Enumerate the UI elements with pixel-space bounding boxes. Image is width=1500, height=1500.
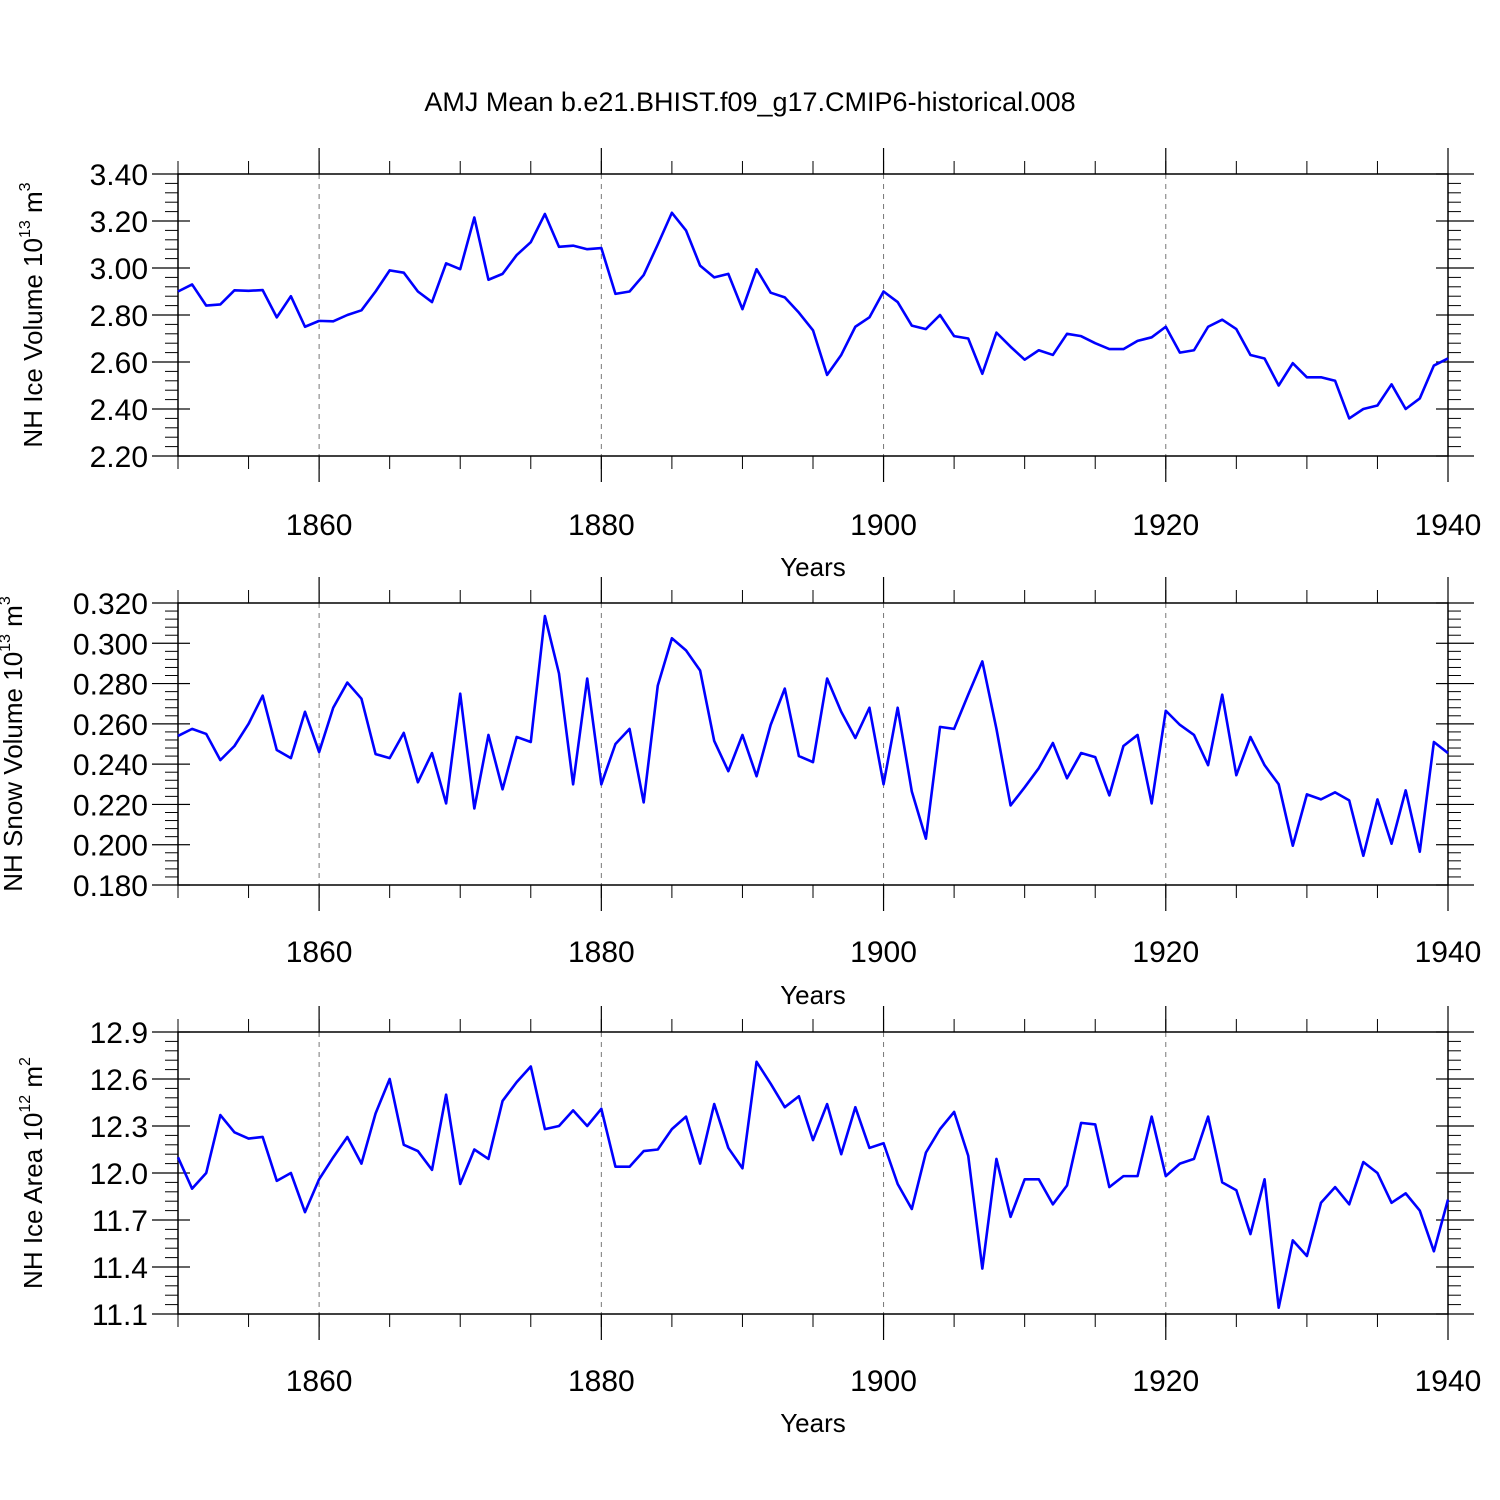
plot-frame — [177, 173, 1449, 457]
x-tick-label: 1940 — [1415, 936, 1482, 969]
x-tick-label: 1860 — [286, 936, 353, 969]
plot-frame — [177, 1031, 1449, 1315]
y-tick-label: 3.00 — [90, 253, 148, 286]
x-axis-label: Years — [780, 552, 846, 582]
y-tick-label: 12.0 — [90, 1158, 148, 1191]
y-tick-label: 0.240 — [73, 749, 148, 782]
x-tick-label: 1860 — [286, 1365, 353, 1398]
x-tick-label: 1940 — [1415, 509, 1482, 542]
x-axis-label: Years — [780, 1408, 846, 1438]
y-tick-label: 0.280 — [73, 669, 148, 702]
y-axis-label: NH Ice Area 1012 m2 — [17, 1057, 48, 1289]
y-tick-label: 12.9 — [90, 1017, 148, 1050]
y-tick-label: 2.80 — [90, 300, 148, 333]
y-tick-label: 2.40 — [90, 394, 148, 427]
chart-panel-3: 11.1 11.4 11.7 12.0 12.3 12.6 12.9 1860 1880 1900… — [17, 1006, 1481, 1438]
chart-panels: 2.20 2.40 2.60 2.80 3.00 3.20 3.40 1860 1880 1900… — [0, 148, 1481, 1438]
x-tick-label: 1940 — [1415, 1365, 1482, 1398]
y-tick-label: 12.6 — [90, 1064, 148, 1097]
data-series-line — [177, 211, 1449, 420]
x-axis-label: Years — [780, 980, 846, 1010]
x-tick-label: 1900 — [850, 936, 917, 969]
x-tick-label: 1880 — [568, 936, 635, 969]
data-series-line — [177, 614, 1449, 858]
y-axis-label: NH Snow Volume 1013 m3 — [0, 596, 28, 892]
y-tick-label: 0.180 — [73, 870, 148, 903]
y-tick-label: 11.7 — [92, 1205, 148, 1238]
data-series-line — [176, 1060, 1450, 1310]
y-tick-label: 2.60 — [90, 347, 148, 380]
chart-panel-2: 0.180 0.200 0.220 0.240 0.260 0.280 0.300 0.320… — [0, 577, 1481, 1010]
plot-frame — [177, 602, 1449, 886]
y-tick-label: 0.220 — [73, 789, 148, 822]
x-tick-label: 1880 — [568, 509, 635, 542]
chart-panel-1: 2.20 2.40 2.60 2.80 3.00 3.20 3.40 1860 1880 1900… — [17, 148, 1481, 582]
y-tick-label: 3.40 — [90, 159, 148, 192]
y-tick-label: 11.4 — [92, 1252, 148, 1285]
x-tick-label: 1900 — [850, 509, 917, 542]
y-tick-label: 12.3 — [90, 1111, 148, 1144]
y-tick-label: 0.300 — [73, 628, 148, 661]
y-tick-label: 2.20 — [90, 441, 148, 474]
x-tick-label: 1920 — [1132, 509, 1199, 542]
x-tick-label: 1860 — [286, 509, 353, 542]
x-tick-label: 1920 — [1132, 1365, 1199, 1398]
y-axis-label: NH Ice Volume 1013 m3 — [17, 182, 48, 447]
x-tick-label: 1920 — [1132, 936, 1199, 969]
x-tick-label: 1900 — [850, 1365, 917, 1398]
y-tick-label: 3.20 — [90, 206, 148, 239]
y-tick-label: 0.320 — [73, 588, 148, 621]
y-tick-label: 0.200 — [73, 830, 148, 863]
chart-title: AMJ Mean b.e21.BHIST.f09_g17.CMIP6-histo… — [424, 87, 1075, 117]
y-tick-label: 0.260 — [73, 709, 148, 742]
x-tick-label: 1880 — [568, 1365, 635, 1398]
y-tick-label: 11.1 — [92, 1299, 148, 1332]
